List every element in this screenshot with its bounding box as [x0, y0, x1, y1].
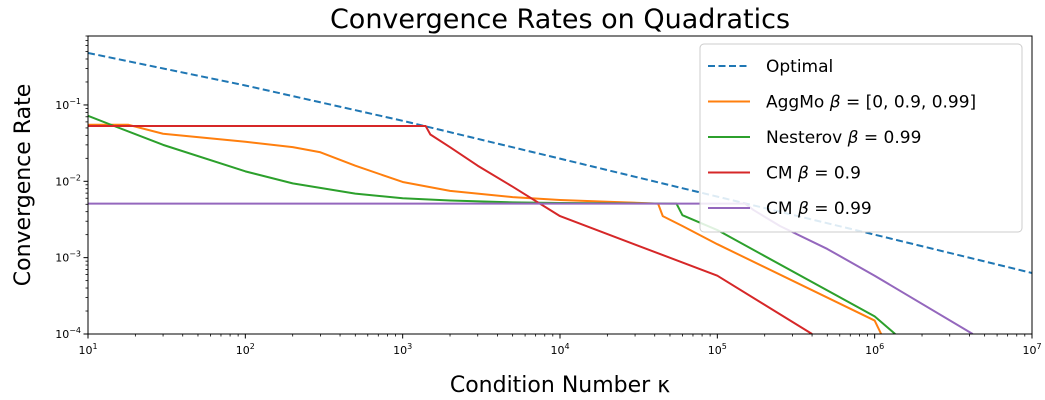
x-tick-label: 106 — [865, 342, 884, 357]
series-line-3 — [88, 125, 813, 334]
x-tick-label: 103 — [393, 342, 412, 357]
legend-label-2: Nesterov β = 0.99 — [766, 128, 921, 148]
legend-box — [699, 43, 1023, 233]
legend-label-0: Optimal — [766, 57, 833, 77]
legend-label-4: CM β = 0.99 — [766, 199, 872, 219]
y-tick-label: 10−3 — [55, 250, 81, 265]
chart-title: Convergence Rates on Quadratics — [330, 4, 790, 35]
plot-frame — [87, 35, 1033, 335]
legend: Optimal AggMo β = [0, 0.9, 0.99] Nesterov … — [699, 43, 1023, 233]
series-line-0 — [88, 51, 1032, 274]
legend-label-3: CM β = 0.9 — [766, 164, 861, 184]
x-tick-label: 107 — [1022, 342, 1041, 357]
x-tick-label: 105 — [708, 342, 727, 357]
y-tick-label: 10−1 — [55, 97, 81, 112]
x-axis-label: Condition Number κ — [450, 373, 670, 398]
x-tick-label: 102 — [236, 342, 255, 357]
x-tick-label: 104 — [550, 342, 569, 357]
x-tick-label: 101 — [78, 342, 97, 357]
y-tick-label: 10−2 — [55, 173, 81, 188]
y-axis-label: Convergence Rate — [11, 84, 36, 287]
y-tick-label: 10−4 — [55, 326, 81, 341]
series-line-1 — [88, 123, 883, 334]
legend-label-1: AggMo β = [0, 0.9, 0.99] — [766, 93, 976, 113]
